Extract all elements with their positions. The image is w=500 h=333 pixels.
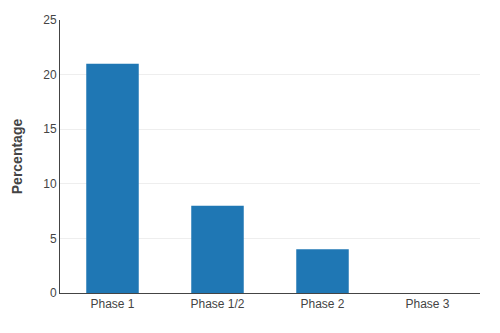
svg-text:0: 0: [50, 286, 57, 300]
svg-text:25: 25: [43, 13, 57, 27]
svg-text:15: 15: [43, 122, 57, 136]
svg-text:10: 10: [43, 177, 57, 191]
svg-text:5: 5: [50, 232, 57, 246]
svg-text:Phase 3: Phase 3: [405, 297, 449, 311]
svg-text:Phase 1/2: Phase 1/2: [190, 297, 244, 311]
svg-text:Phase 1: Phase 1: [90, 297, 134, 311]
svg-text:Percentage: Percentage: [9, 119, 25, 195]
svg-text:20: 20: [43, 68, 57, 82]
svg-text:Phase 2: Phase 2: [300, 297, 344, 311]
